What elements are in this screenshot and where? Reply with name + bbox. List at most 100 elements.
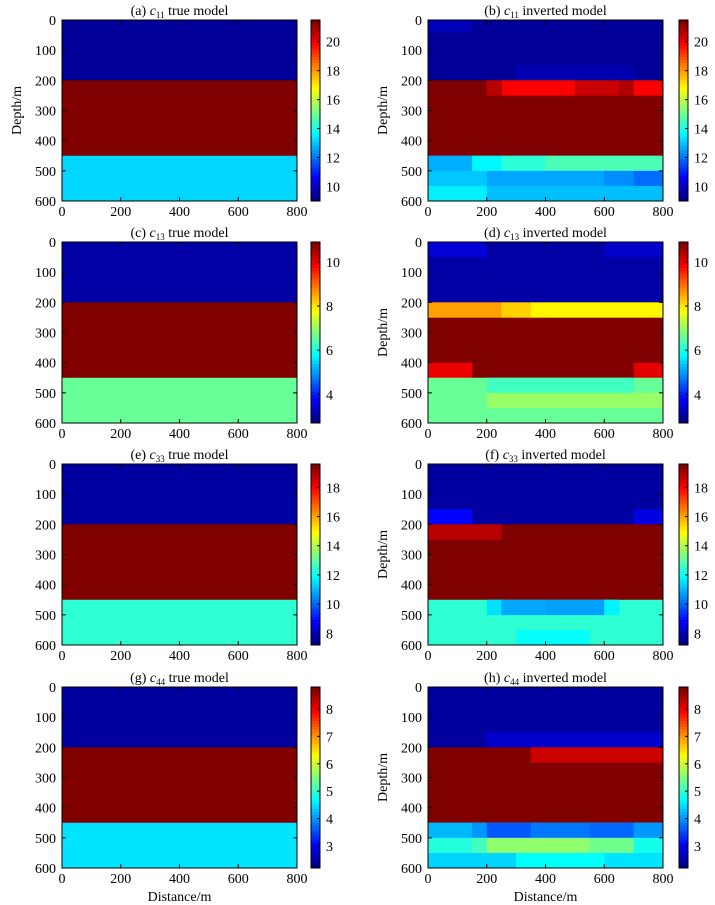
colorbar-segment [311, 625, 320, 629]
x-tick-label: 800 [287, 427, 308, 442]
colorbar-segment [311, 76, 320, 80]
colorbar-frame [678, 686, 689, 869]
colorbar-segment [311, 568, 320, 572]
colorbar-segment [311, 198, 320, 202]
colorbar-segment [311, 466, 320, 471]
colorbar-segment [311, 65, 320, 69]
colorbar-segment [311, 557, 320, 561]
colorbar-segment [311, 865, 320, 869]
colorbar-segment [311, 743, 320, 747]
colorbar-segment [679, 287, 688, 291]
y-tick-label: 500 [401, 387, 422, 402]
colorbar-tick-label: 8 [694, 627, 701, 642]
colorbar-segment [679, 568, 688, 572]
colorbar-segment [311, 414, 320, 418]
panel-title: (d) c13 inverted model [484, 226, 607, 242]
colorbar-segment [679, 155, 688, 159]
colorbar-segment [679, 186, 688, 191]
colorbar-segment [679, 692, 688, 696]
colorbar-segment [311, 357, 320, 362]
colorbar-segment [311, 90, 320, 94]
colorbar-segment [679, 757, 688, 761]
colorbar-segment [679, 181, 688, 185]
colorbar-segment [311, 51, 320, 55]
heatmap-cell [604, 242, 664, 258]
colorbar-segment [311, 329, 320, 333]
colorbar-segment [311, 326, 320, 331]
x-tick-label: 800 [653, 205, 674, 220]
colorbar-segment [679, 611, 688, 615]
colorbar-segment [311, 397, 320, 401]
heatmap-cell [486, 822, 532, 839]
x-tick-label: 200 [476, 427, 497, 442]
colorbar-segment [679, 625, 688, 629]
heatmap-cell [62, 524, 298, 601]
colorbar-segment [311, 181, 320, 185]
colorbar-segment [311, 36, 320, 41]
x-tick-label: 200 [110, 649, 131, 664]
colorbar-segment [311, 244, 320, 249]
colorbar-segment [679, 574, 688, 578]
colorbar-segment [679, 22, 688, 27]
colorbar-segment [679, 540, 688, 544]
colorbar-segment [311, 253, 320, 257]
y-axis-label: Depth/m [376, 530, 391, 579]
colorbar-segment [679, 261, 688, 266]
heatmap-cell [530, 302, 664, 318]
colorbar-segment [679, 585, 688, 589]
colorbar-segment [679, 175, 688, 179]
colorbar-segment [679, 394, 688, 398]
title-prefix: (a) [131, 4, 150, 19]
heatmap-cell [604, 599, 620, 616]
heatmap-cell [633, 362, 664, 379]
colorbar-segment [679, 298, 688, 302]
colorbar-segment [311, 25, 320, 29]
y-tick-label: 300 [401, 327, 422, 342]
title-variable: c [504, 4, 511, 19]
colorbar-segment [311, 335, 320, 339]
colorbar-segment [311, 172, 320, 176]
colorbar-segment [679, 565, 688, 570]
x-tick-label: 200 [110, 872, 131, 887]
colorbar-segment [311, 859, 320, 863]
colorbar-segment [679, 400, 688, 404]
colorbar-segment [679, 31, 688, 35]
colorbar-segment [679, 825, 688, 829]
title-variable: c [504, 671, 511, 686]
heatmap-cell [633, 509, 664, 525]
y-tick-label: 400 [35, 357, 56, 372]
colorbar-segment [679, 167, 688, 171]
title-subscript: 44 [156, 677, 166, 687]
colorbar-segment [311, 406, 320, 410]
colorbar-segment [679, 475, 688, 479]
colorbar-segment [679, 735, 688, 739]
colorbar-segment [311, 127, 320, 131]
colorbar-segment [679, 51, 688, 55]
heatmap-cell [604, 852, 664, 869]
colorbar-tick-label: 8 [326, 627, 333, 642]
x-tick-label: 200 [110, 205, 131, 220]
colorbar-tick-label: 4 [694, 388, 701, 403]
colorbar-segment [311, 28, 320, 32]
y-tick-label: 600 [401, 195, 422, 210]
colorbar-segment [311, 808, 320, 812]
colorbar-segment [311, 472, 320, 476]
colorbar-tick-label: 3 [694, 840, 701, 855]
colorbar-segment [311, 360, 320, 365]
panel-title: (c) c13 true model [130, 226, 228, 242]
title-suffix: inverted model [518, 448, 606, 463]
colorbar-segment [311, 602, 320, 606]
colorbar-segment [679, 811, 688, 815]
colorbar-segment [311, 150, 320, 154]
x-tick-label: 800 [653, 427, 674, 442]
x-tick-label: 800 [653, 649, 674, 664]
colorbar-segment [679, 65, 688, 69]
colorbar-segment [679, 161, 688, 165]
colorbar-segment [679, 284, 688, 288]
colorbar-segment [311, 332, 320, 336]
x-tick-label: 200 [110, 427, 131, 442]
colorbar-segment [679, 281, 688, 285]
colorbar-segment [311, 599, 320, 603]
colorbar-tick-label: 10 [694, 598, 708, 613]
colorbar-segment [679, 406, 688, 410]
